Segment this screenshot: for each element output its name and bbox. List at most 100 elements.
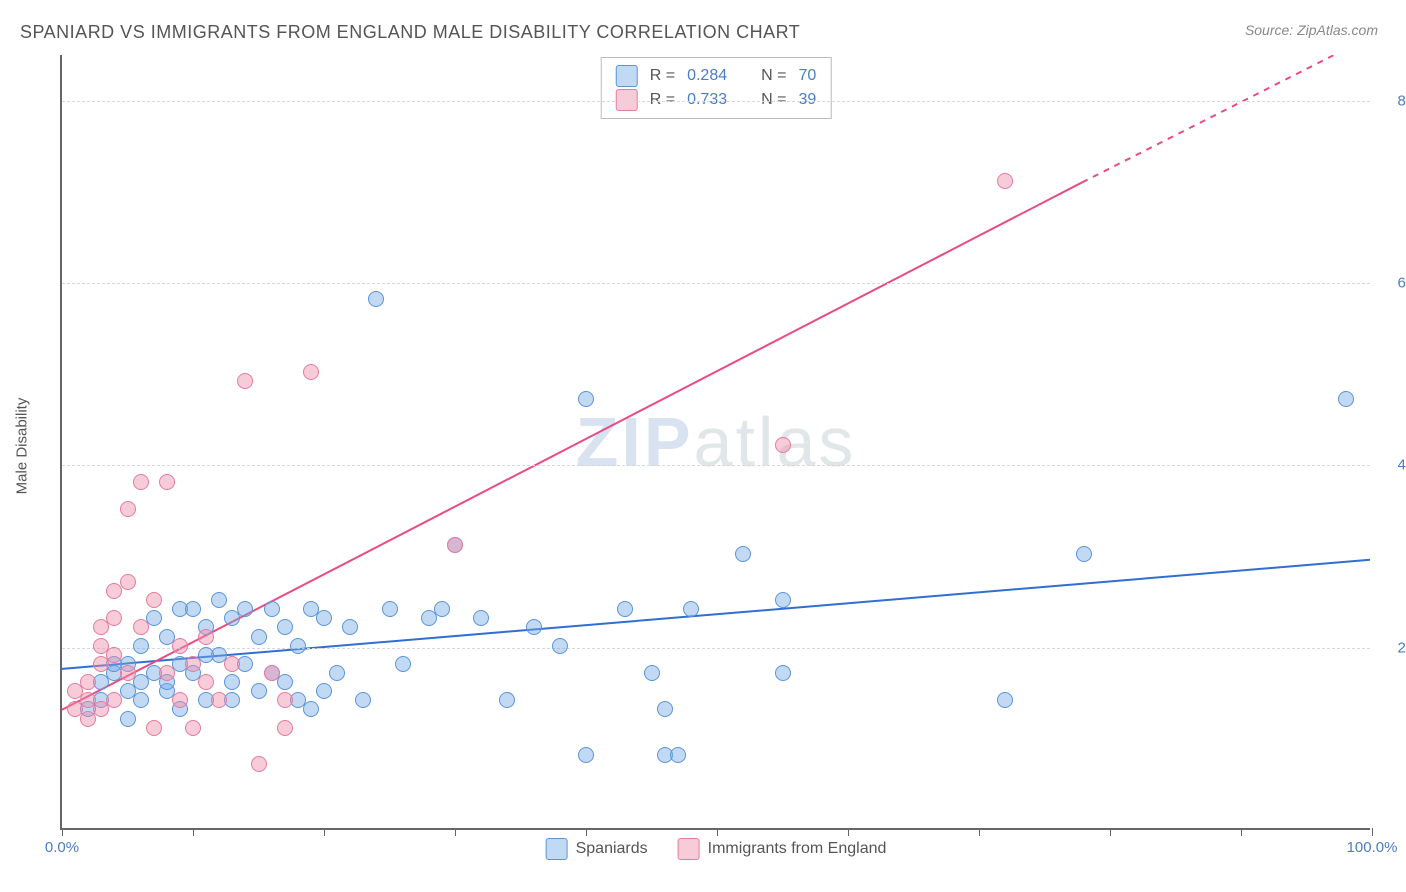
x-tick: [1241, 828, 1242, 836]
trend-lines-svg: [62, 55, 1370, 828]
scatter-point: [237, 601, 253, 617]
x-tick-label: 100.0%: [1347, 839, 1398, 856]
scatter-point: [146, 592, 162, 608]
source-attribution: Source: ZipAtlas.com: [1245, 22, 1378, 38]
scatter-point: [211, 692, 227, 708]
scatter-point: [159, 474, 175, 490]
y-tick-label: 80.0%: [1380, 92, 1406, 109]
x-tick: [324, 828, 325, 836]
scatter-point: [277, 720, 293, 736]
scatter-point: [355, 692, 371, 708]
scatter-point: [473, 610, 489, 626]
scatter-point: [172, 638, 188, 654]
scatter-point: [185, 656, 201, 672]
scatter-point: [775, 592, 791, 608]
y-tick-label: 60.0%: [1380, 274, 1406, 291]
series-legend-label: Spaniards: [576, 840, 648, 858]
x-tick: [717, 828, 718, 836]
scatter-point: [264, 601, 280, 617]
legend-swatch-spaniards: [616, 65, 638, 87]
plot-area: ZIPatlas R = 0.284 N = 70 R = 0.733 N = …: [60, 55, 1370, 830]
y-axis-label: Male Disability: [14, 398, 31, 495]
scatter-point: [526, 619, 542, 635]
scatter-point: [120, 711, 136, 727]
scatter-point: [303, 364, 319, 380]
scatter-point: [106, 610, 122, 626]
legend-swatch-spaniards: [546, 838, 568, 860]
series-legend: Spaniards Immigrants from England: [546, 838, 887, 860]
legend-n-value-spaniards: 70: [798, 64, 816, 88]
scatter-point: [277, 692, 293, 708]
scatter-point: [251, 629, 267, 645]
scatter-point: [434, 601, 450, 617]
series-legend-item: Spaniards: [546, 838, 648, 860]
scatter-point: [670, 747, 686, 763]
gridline: [62, 101, 1370, 102]
scatter-point: [368, 291, 384, 307]
x-tick: [586, 828, 587, 836]
scatter-point: [106, 692, 122, 708]
x-tick: [1372, 828, 1373, 836]
trend-line: [62, 182, 1082, 709]
scatter-point: [198, 674, 214, 690]
scatter-point: [185, 601, 201, 617]
gridline: [62, 648, 1370, 649]
scatter-point: [251, 683, 267, 699]
scatter-point: [447, 537, 463, 553]
scatter-point: [120, 501, 136, 517]
y-tick-label: 40.0%: [1380, 457, 1406, 474]
x-tick: [62, 828, 63, 836]
scatter-point: [644, 665, 660, 681]
scatter-point: [683, 601, 699, 617]
chart-title: SPANIARD VS IMMIGRANTS FROM ENGLAND MALE…: [20, 22, 800, 43]
scatter-point: [290, 638, 306, 654]
x-tick: [455, 828, 456, 836]
trend-line: [62, 560, 1370, 669]
legend-n-label: N =: [761, 64, 786, 88]
scatter-point: [93, 638, 109, 654]
scatter-point: [617, 601, 633, 617]
scatter-point: [172, 692, 188, 708]
scatter-point: [303, 701, 319, 717]
scatter-point: [237, 373, 253, 389]
scatter-point: [1338, 391, 1354, 407]
scatter-point: [578, 391, 594, 407]
watermark: ZIPatlas: [576, 402, 857, 482]
scatter-point: [133, 474, 149, 490]
series-legend-label: Immigrants from England: [708, 840, 887, 858]
scatter-point: [224, 656, 240, 672]
scatter-point: [133, 692, 149, 708]
scatter-point: [997, 692, 1013, 708]
legend-swatch-immigrants: [678, 838, 700, 860]
scatter-point: [499, 692, 515, 708]
scatter-point: [578, 747, 594, 763]
x-tick: [193, 828, 194, 836]
scatter-point: [159, 665, 175, 681]
scatter-point: [106, 647, 122, 663]
scatter-point: [395, 656, 411, 672]
scatter-point: [735, 546, 751, 562]
scatter-point: [342, 619, 358, 635]
x-tick: [1110, 828, 1111, 836]
scatter-point: [1076, 546, 1092, 562]
scatter-point: [329, 665, 345, 681]
x-tick: [979, 828, 980, 836]
scatter-point: [657, 701, 673, 717]
scatter-point: [185, 720, 201, 736]
scatter-point: [224, 674, 240, 690]
gridline: [62, 465, 1370, 466]
scatter-point: [316, 683, 332, 699]
y-tick-label: 20.0%: [1380, 639, 1406, 656]
scatter-point: [133, 638, 149, 654]
trend-line-extrapolated: [1082, 55, 1370, 182]
scatter-point: [120, 574, 136, 590]
watermark-zip: ZIP: [576, 403, 694, 481]
scatter-point: [277, 619, 293, 635]
x-tick-label: 0.0%: [45, 839, 79, 856]
scatter-point: [775, 437, 791, 453]
scatter-point: [120, 665, 136, 681]
scatter-point: [997, 173, 1013, 189]
legend-r-label: R =: [650, 64, 675, 88]
scatter-point: [264, 665, 280, 681]
scatter-point: [382, 601, 398, 617]
